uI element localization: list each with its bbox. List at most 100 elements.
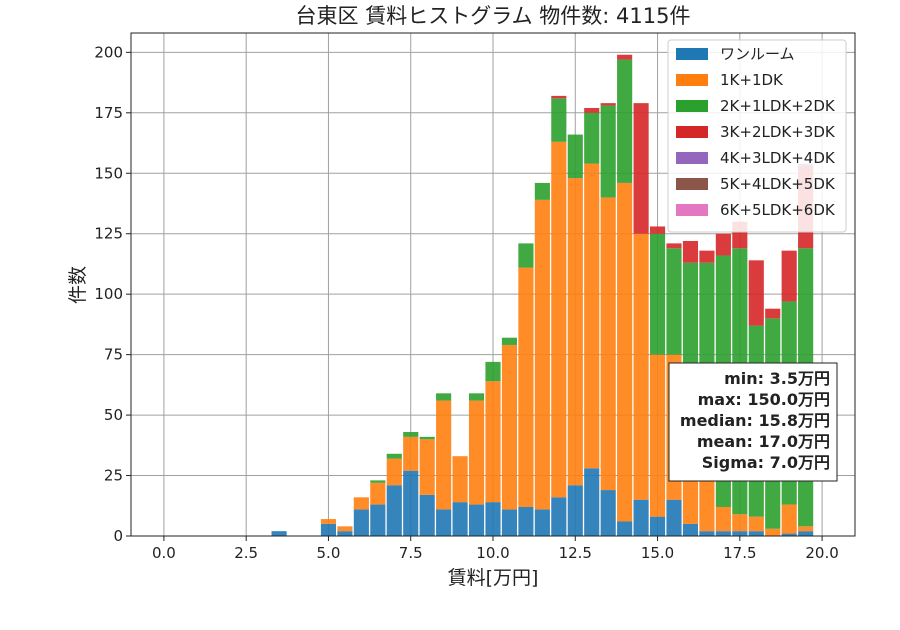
bar-segment xyxy=(551,95,567,99)
y-tick-label: 75 xyxy=(104,346,123,364)
bar-segment xyxy=(633,103,649,234)
bar-segment xyxy=(436,509,452,536)
stats-box: min: 3.5万円 max: 150.0万円 median: 15.8万円 mean… xyxy=(668,362,838,482)
bar-segment xyxy=(386,485,402,536)
x-tick-label: 12.5 xyxy=(559,544,592,562)
bar-segment xyxy=(485,381,501,503)
bar-segment xyxy=(617,521,633,536)
bar-segment xyxy=(649,516,666,536)
legend-swatch xyxy=(676,204,708,216)
bar-segment xyxy=(584,107,600,113)
bar-segment xyxy=(386,458,402,486)
bar-segment xyxy=(419,494,435,536)
y-tick-label: 200 xyxy=(94,43,123,61)
bar-segment xyxy=(584,112,600,164)
bar-segment xyxy=(699,531,715,536)
x-tick-label: 10.0 xyxy=(476,544,509,562)
x-tick-label: 5.0 xyxy=(317,544,341,562)
bar-segment xyxy=(337,531,353,536)
bar-segment xyxy=(485,361,501,382)
bar-segment xyxy=(633,233,649,500)
bar-segment xyxy=(781,533,797,536)
bar-segment xyxy=(765,528,781,536)
bar-segment xyxy=(682,523,699,536)
bar-segment xyxy=(600,490,616,536)
bar-segment xyxy=(584,163,600,469)
bar-segment xyxy=(386,453,402,459)
bar-segment xyxy=(567,134,583,179)
bar-segment xyxy=(551,141,567,498)
y-tick-label: 175 xyxy=(94,104,123,122)
bar-segment xyxy=(534,199,550,510)
bar-segment xyxy=(419,439,435,495)
bar-segment xyxy=(518,243,534,268)
bar-segment xyxy=(468,393,485,401)
stats-line: min: 3.5万円 xyxy=(724,369,830,388)
legend-swatch xyxy=(676,74,708,86)
bar-segment xyxy=(436,393,452,401)
legend-label: 1K+1DK xyxy=(720,71,784,89)
bar-segment xyxy=(781,250,797,302)
bar-segment xyxy=(403,470,419,536)
stats-line: median: 15.8万円 xyxy=(680,411,830,430)
legend-label: 6K+5LDK+6DK xyxy=(720,201,836,219)
bar-segment xyxy=(600,105,616,198)
bar-segment xyxy=(715,531,731,536)
bar-segment xyxy=(567,485,583,536)
bar-segment xyxy=(370,482,386,505)
legend-label: 4K+3LDK+4DK xyxy=(720,149,836,167)
stats-box-frame xyxy=(668,362,838,482)
x-tick-label: 15.0 xyxy=(641,544,674,562)
bar-segment xyxy=(649,226,666,234)
x-tick-label: 7.5 xyxy=(399,544,423,562)
legend-swatch xyxy=(676,178,708,190)
bar-segment xyxy=(468,504,485,536)
legend-swatch xyxy=(676,126,708,138)
legend-swatch xyxy=(676,152,708,164)
bar-segment xyxy=(781,504,797,534)
bar-segment xyxy=(403,436,419,471)
bar-segment xyxy=(715,233,731,256)
bar-segment xyxy=(353,509,369,536)
bar-segment xyxy=(649,233,666,355)
bar-segment xyxy=(798,526,814,532)
bar-segment xyxy=(551,98,567,142)
bar-segment xyxy=(617,59,633,183)
bar-segment xyxy=(518,267,534,507)
y-tick-label: 0 xyxy=(113,527,123,545)
bar-segment xyxy=(403,432,419,437)
legend-label: 2K+1LDK+2DK xyxy=(720,97,836,115)
bar-segment xyxy=(699,470,715,532)
legend-label: 3K+2LDK+3DK xyxy=(720,123,836,141)
bar-segment xyxy=(617,54,633,60)
bar-segment xyxy=(518,506,534,536)
bar-segment xyxy=(370,480,386,483)
stats-line: Sigma: 7.0万円 xyxy=(702,453,830,472)
x-tick-label: 2.5 xyxy=(234,544,258,562)
bar-segment xyxy=(584,468,600,536)
bar-segment xyxy=(666,243,682,249)
bar-segment xyxy=(765,308,781,319)
bar-segment xyxy=(666,248,682,355)
bar-segment xyxy=(617,182,633,522)
bar-segment xyxy=(452,502,468,536)
bar-segment xyxy=(353,497,369,510)
bar-segment xyxy=(748,531,764,536)
bar-segment xyxy=(600,197,616,491)
bar-segment xyxy=(682,240,699,263)
bar-segment xyxy=(501,337,518,345)
bar-segment xyxy=(501,344,518,510)
bar-segment xyxy=(748,516,764,532)
bar-segment xyxy=(551,497,567,536)
bar-segment xyxy=(633,499,649,536)
x-axis-ticks: 0.0 2.5 5.0 7.5 10.0 12.5 15.0 17.5 20.0 xyxy=(152,536,839,562)
bar-segment xyxy=(419,436,435,440)
y-tick-label: 125 xyxy=(94,225,123,243)
y-tick-label: 100 xyxy=(94,285,123,303)
legend-swatch xyxy=(676,48,708,60)
bar-segment xyxy=(699,250,715,263)
bar-segment xyxy=(320,519,337,524)
stats-line: max: 150.0万円 xyxy=(698,390,830,409)
bar-segment xyxy=(534,182,550,200)
